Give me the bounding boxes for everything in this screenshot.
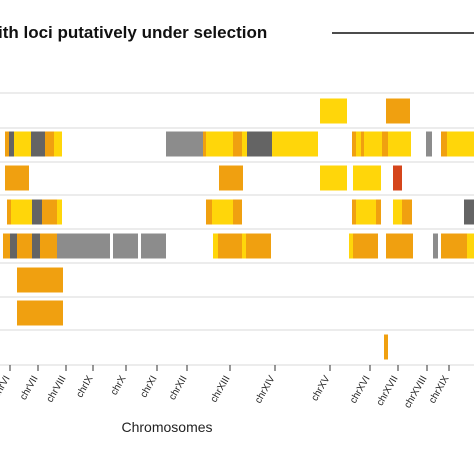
segment-yellow [349, 233, 353, 259]
x-tick-label: chrXI [138, 374, 159, 400]
segment-gray [166, 131, 203, 157]
segment-orange [441, 131, 447, 157]
segment-orange [352, 199, 356, 225]
segment-red [393, 165, 402, 191]
x-tick-label: chrXVII [375, 374, 401, 408]
segment-darkgray [10, 233, 17, 259]
segment-gray [113, 233, 138, 259]
segment-orange [441, 233, 467, 259]
x-axis-label: Chromosomes [121, 419, 212, 435]
segment-yellow [11, 199, 32, 225]
grid-lines [0, 92, 474, 366]
x-tick-label: chrXIX [427, 374, 452, 406]
segment-orange [352, 131, 356, 157]
segment-orange [233, 199, 242, 225]
segment-yellow [272, 131, 318, 157]
segment-gray [141, 233, 166, 259]
segment-yellow [57, 199, 62, 225]
segment-darkgray [247, 131, 272, 157]
segment-orange [17, 267, 63, 293]
segment-darkgray [31, 131, 45, 157]
segment-orange [206, 199, 212, 225]
segment-orange [233, 131, 242, 157]
segment-yellow [388, 131, 411, 157]
x-tick-label: chrXV [309, 374, 332, 403]
segments [3, 98, 474, 360]
segment-orange [40, 233, 57, 259]
segment-orange [361, 131, 364, 157]
segment-yellow [54, 131, 62, 157]
x-tick-label: chrXVIII [402, 374, 429, 410]
segment-orange [42, 199, 57, 225]
segment-yellow [206, 131, 233, 157]
x-tick-label: chrX [109, 374, 129, 398]
x-tick-label: chrIX [74, 374, 95, 400]
segment-orange [219, 165, 243, 191]
segment-yellow [467, 233, 474, 259]
segment-orange [386, 98, 410, 124]
segment-orange [384, 334, 388, 360]
segment-orange [402, 199, 412, 225]
segment-orange [5, 131, 9, 157]
segment-gray [426, 131, 432, 157]
x-tick-label: chrVII [18, 374, 41, 402]
segment-darkgray [464, 199, 474, 225]
segment-gray [57, 233, 63, 259]
x-axis-ticks: chrVI chrVII chrVIII chrIX chrX chrXI chrXII ch… [0, 365, 452, 410]
segment-gray [63, 233, 110, 259]
segment-yellow [364, 131, 382, 157]
x-tick-label: chrXVI [348, 374, 373, 405]
segment-orange [353, 233, 378, 259]
segment-orange [17, 233, 32, 259]
segment-darkgray [9, 131, 14, 157]
segment-yellow [320, 165, 347, 191]
segment-yellow [212, 199, 233, 225]
segment-orange [7, 199, 11, 225]
segment-darkgray [32, 199, 42, 225]
x-tick-label: chrXIII [209, 374, 233, 405]
segment-orange [386, 233, 413, 259]
segment-yellow [242, 131, 247, 157]
segment-orange [3, 233, 10, 259]
chart-title: ith loci putatively under selection [0, 23, 267, 42]
segment-gray [433, 233, 438, 259]
segment-yellow [242, 233, 246, 259]
segment-orange [45, 131, 54, 157]
segment-yellow [447, 131, 474, 157]
segment-orange [382, 131, 388, 157]
segment-darkgray [32, 233, 40, 259]
x-tick-label: chrVI [0, 374, 13, 400]
segment-orange [5, 165, 29, 191]
segment-orange [17, 300, 63, 326]
segment-yellow [320, 98, 347, 124]
segment-yellow [353, 165, 381, 191]
segment-orange [376, 199, 381, 225]
segment-orange [218, 233, 242, 259]
x-tick-label: chrXIV [253, 374, 278, 406]
x-tick-label: chrVIII [45, 374, 69, 405]
segment-yellow [393, 199, 402, 225]
segment-yellow [213, 233, 218, 259]
segment-orange [203, 131, 206, 157]
segment-yellow [356, 131, 361, 157]
segment-orange [246, 233, 271, 259]
x-tick-label: chrXII [167, 374, 190, 402]
segment-yellow [14, 131, 31, 157]
segment-yellow [356, 199, 376, 225]
